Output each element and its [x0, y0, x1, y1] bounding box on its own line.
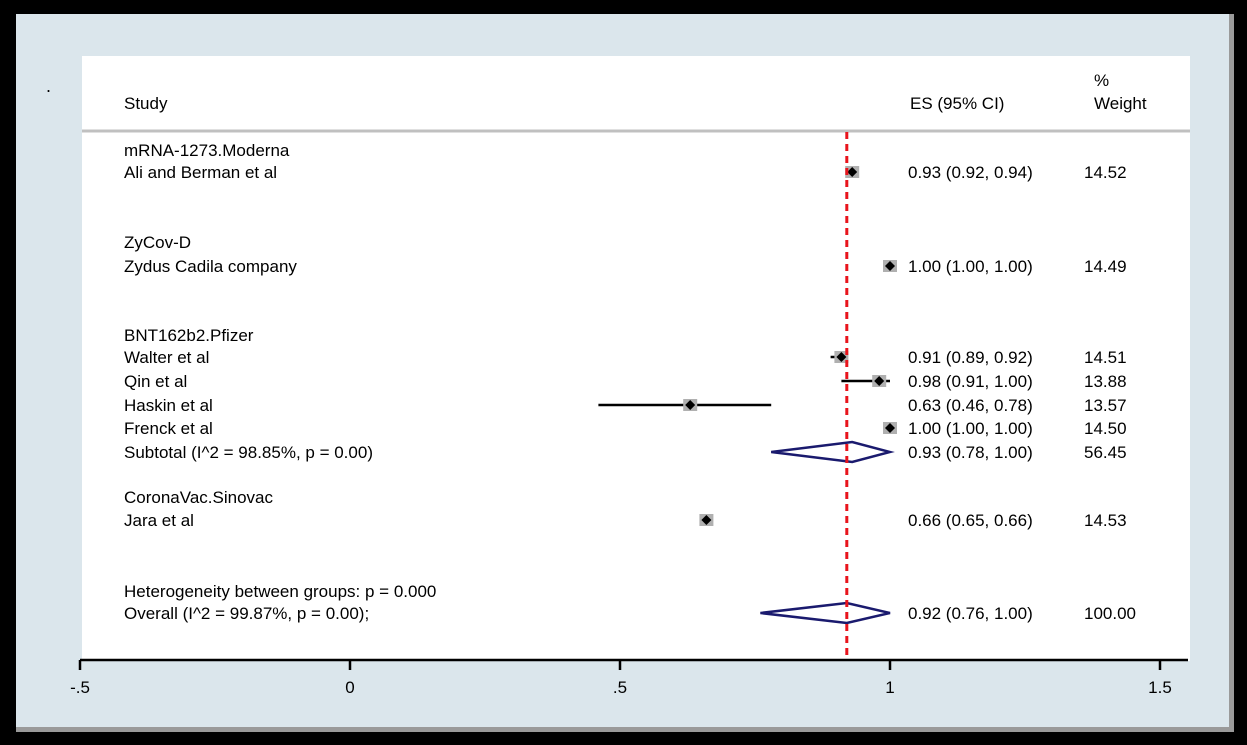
x-tick-label: .5	[613, 678, 627, 697]
subtotal-label: Subtotal (I^2 = 98.85%, p = 0.00)	[124, 443, 373, 462]
plot-area	[82, 56, 1190, 661]
study-label: Haskin et al	[124, 396, 213, 415]
es-value: 0.93 (0.92, 0.94)	[908, 163, 1033, 182]
weight-value: 14.51	[1084, 348, 1127, 367]
study-label: Ali and Berman et al	[124, 163, 277, 182]
weight-value: 100.00	[1084, 604, 1136, 623]
point-estimate	[847, 167, 858, 177]
x-tick-label: 1.5	[1148, 678, 1172, 697]
es-value: 0.92 (0.76, 1.00)	[908, 604, 1033, 623]
point-estimate	[701, 515, 712, 525]
header-weight: Weight	[1094, 94, 1147, 113]
point-estimate	[885, 423, 895, 433]
study-label: Frenck et al	[124, 419, 213, 438]
es-value: 1.00 (1.00, 1.00)	[908, 257, 1033, 276]
weight-value: 14.50	[1084, 419, 1127, 438]
es-value: 0.63 (0.46, 0.78)	[908, 396, 1033, 415]
study-label: Zydus Cadila company	[124, 257, 297, 276]
corner-dot: .	[46, 76, 51, 96]
group-label: ZyCov-D	[124, 233, 191, 252]
weight-value: 56.45	[1084, 443, 1127, 462]
weight-value: 13.88	[1084, 372, 1127, 391]
point-estimate	[874, 376, 885, 386]
weight-value: 14.53	[1084, 511, 1127, 530]
weight-value: 14.52	[1084, 163, 1127, 182]
header-study: Study	[124, 94, 168, 113]
weight-value: 14.49	[1084, 257, 1127, 276]
study-label: Jara et al	[124, 511, 194, 530]
group-label: BNT162b2.Pfizer	[124, 326, 254, 345]
es-value: 0.98 (0.91, 1.00)	[908, 372, 1033, 391]
forest-rows: mRNA-1273.Moderna Ali and Berman et al 0.9…	[124, 141, 1136, 625]
x-tick-label: 0	[345, 678, 354, 697]
point-estimate	[685, 400, 696, 410]
overall-label: Overall (I^2 = 99.87%, p = 0.00);	[124, 604, 369, 623]
x-tick-label: -.5	[70, 678, 90, 697]
subtotal-diamond	[771, 440, 895, 464]
study-label: Walter et al	[124, 348, 209, 367]
es-value: 1.00 (1.00, 1.00)	[908, 419, 1033, 438]
study-label: Qin et al	[124, 372, 187, 391]
group-label: mRNA-1273.Moderna	[124, 141, 290, 160]
note-label: Heterogeneity between groups: p = 0.000	[124, 582, 436, 601]
overall-diamond	[760, 601, 891, 625]
es-value: 0.93 (0.78, 1.00)	[908, 443, 1033, 462]
weight-value: 13.57	[1084, 396, 1127, 415]
point-estimate	[836, 352, 847, 362]
group-label: CoronaVac.Sinovac	[124, 488, 273, 507]
es-value: 0.66 (0.65, 0.66)	[908, 511, 1033, 530]
x-tick-label: 1	[885, 678, 894, 697]
x-axis: -.5 0 .5 1 1.5	[70, 658, 1188, 697]
point-estimate	[885, 261, 895, 271]
es-value: 0.91 (0.89, 0.92)	[908, 348, 1033, 367]
header-es: ES (95% CI)	[910, 94, 1004, 113]
header-weight-symbol: %	[1094, 71, 1109, 90]
